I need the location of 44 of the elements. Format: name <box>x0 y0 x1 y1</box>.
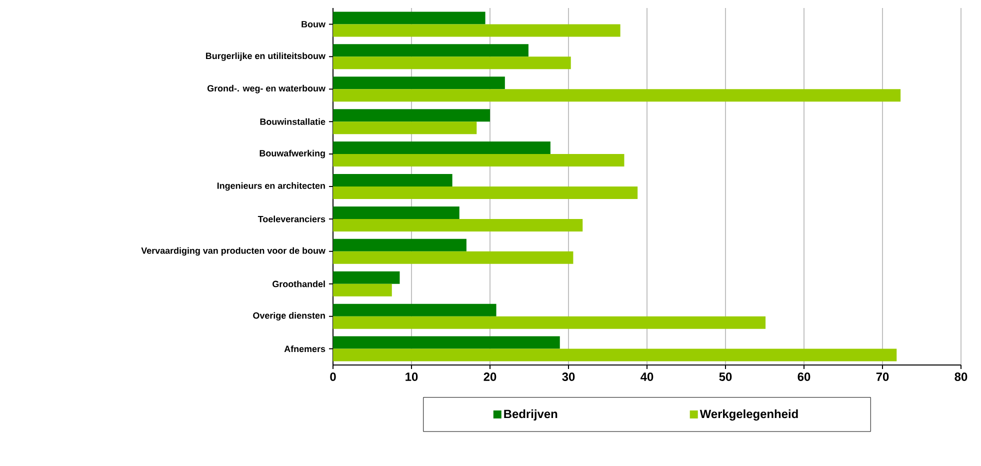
bar <box>333 122 477 134</box>
bar <box>333 142 550 154</box>
x-tick-label: 20 <box>484 372 496 381</box>
y-tick-label: Vervaardiging van producten voor de bouw <box>141 247 326 256</box>
y-tick-label: Bouwafwerking <box>260 150 325 158</box>
y-tick-label: Groothandel <box>272 280 325 288</box>
bar <box>333 44 528 57</box>
bar <box>333 218 583 232</box>
x-tick-label: 10 <box>406 372 418 381</box>
bar <box>333 316 766 329</box>
y-tick-label: Toeleveranciers <box>258 216 326 222</box>
bar <box>333 76 505 90</box>
x-tick-label: 0 <box>330 372 336 381</box>
x-tick-label: 70 <box>876 372 889 381</box>
bar <box>333 336 560 349</box>
bar <box>333 284 392 296</box>
bar <box>333 304 496 316</box>
y-tick-label: Burgerlijke en utiliteitsbouw <box>206 52 326 61</box>
bar <box>333 56 571 70</box>
bar <box>333 251 574 264</box>
bar <box>333 271 400 284</box>
y-tick-label: Ingenieurs en architecten <box>217 182 325 191</box>
bar <box>333 154 624 167</box>
x-tick-label: 60 <box>798 372 810 381</box>
bar <box>333 348 897 362</box>
y-tick-label: Bouwinstallatie <box>260 118 326 125</box>
bar <box>333 12 486 24</box>
bar <box>333 206 460 219</box>
legend-label: Werkgelegenheid <box>700 409 798 421</box>
x-tick-label: 30 <box>562 372 575 382</box>
y-tick-label: Grond-. weg- en waterbouw <box>207 84 326 94</box>
x-tick-label: 40 <box>640 372 654 381</box>
bar <box>333 174 452 186</box>
y-tick-label: Overige diensten <box>253 312 325 321</box>
x-tick-label: 80 <box>954 372 968 381</box>
bar <box>333 89 901 102</box>
legend-label: Bedrijven <box>504 409 558 421</box>
y-tick-label: Bouw <box>302 21 326 28</box>
bar <box>333 109 490 122</box>
x-tick-label: 50 <box>719 372 732 381</box>
bar <box>333 238 466 252</box>
y-tick-label: Afnemers <box>284 345 326 352</box>
bar <box>333 24 620 37</box>
bar <box>333 186 638 199</box>
